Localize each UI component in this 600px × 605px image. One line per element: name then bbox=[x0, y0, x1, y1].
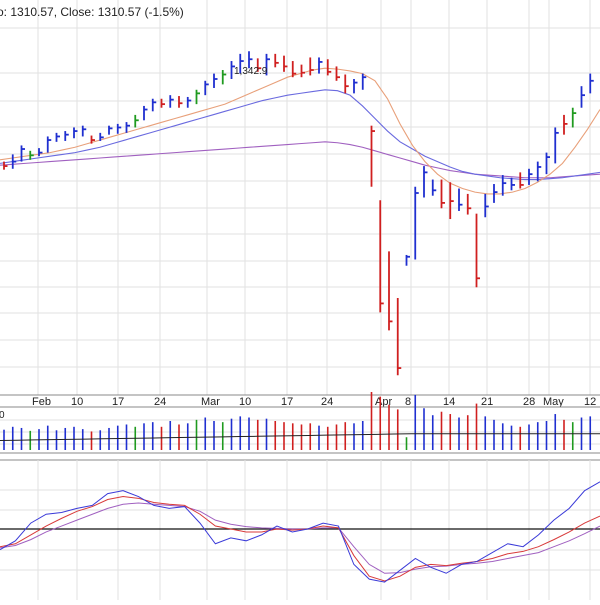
x-tick-label: 12 bbox=[584, 396, 596, 408]
x-tick-label: 10 bbox=[71, 396, 83, 408]
ohlc-bar bbox=[510, 177, 515, 191]
ohlc-bar bbox=[291, 61, 297, 78]
ohlc-bar bbox=[458, 188, 463, 211]
ohlc-bar bbox=[379, 200, 384, 313]
ohlc-bar bbox=[493, 184, 498, 203]
x-tick-label: Feb bbox=[32, 396, 51, 408]
ohlc-bar bbox=[466, 193, 472, 215]
ohlc-bar bbox=[160, 98, 165, 108]
ohlc-bar bbox=[580, 86, 585, 108]
ohlc-bar bbox=[300, 64, 305, 78]
ohlc-bar bbox=[239, 53, 244, 74]
ohlc-bar bbox=[545, 152, 550, 175]
oscillator-red-line bbox=[0, 496, 600, 582]
x-tick-label: 14 bbox=[443, 396, 455, 408]
ohlc-bar bbox=[423, 166, 428, 198]
ohlc-bar bbox=[64, 131, 69, 141]
ohlc-bar bbox=[204, 80, 209, 96]
ohlc-bar bbox=[256, 58, 262, 72]
x-tick-label: 21 bbox=[481, 396, 493, 408]
ohlc-bar bbox=[125, 122, 130, 133]
ohlc-bar bbox=[55, 132, 60, 142]
ohlc-bar bbox=[475, 213, 480, 288]
ohlc-bar bbox=[414, 186, 419, 260]
ohlc-bar bbox=[248, 51, 253, 69]
ohlc-bar bbox=[29, 150, 34, 160]
ohlc-bar bbox=[221, 70, 227, 85]
x-tick-label: 8 bbox=[405, 396, 411, 408]
ohlc-bar bbox=[81, 125, 87, 137]
ohlc-bar bbox=[440, 179, 445, 209]
volume-scale-label: 0 bbox=[0, 410, 5, 421]
ohlc-bar bbox=[116, 123, 122, 134]
ohlc-bar bbox=[318, 57, 323, 74]
ohlc-bar bbox=[134, 114, 139, 128]
x-tick-label: Apr bbox=[375, 396, 392, 408]
high-price-label: 1,342.9 bbox=[234, 66, 268, 77]
x-tick-label: 24 bbox=[321, 396, 333, 408]
ohlc-bar bbox=[353, 79, 358, 94]
ohlc-bar bbox=[405, 254, 410, 266]
ma-long-line bbox=[0, 141, 600, 179]
ohlc-bar bbox=[151, 98, 157, 112]
ohlc-bar bbox=[501, 175, 507, 196]
ohlc-bar bbox=[554, 127, 559, 164]
ohlc-bar bbox=[11, 154, 17, 169]
oscillator-signal-line bbox=[0, 502, 600, 574]
ohlc-bar bbox=[3, 161, 8, 170]
ohlc-bar bbox=[431, 179, 437, 196]
ohlc-bar bbox=[169, 95, 174, 108]
ohlc-bar bbox=[143, 105, 148, 121]
ohlc-bar bbox=[344, 74, 349, 94]
ohlc-bar bbox=[274, 53, 279, 68]
ohlc-bar bbox=[178, 96, 183, 108]
ohlc-bar bbox=[108, 125, 113, 135]
ohlc-bar bbox=[186, 96, 192, 108]
ohlc-bar bbox=[73, 127, 78, 139]
ohlc-bar bbox=[90, 135, 95, 144]
ohlc-bar bbox=[571, 107, 577, 128]
ohlc-bar bbox=[484, 193, 489, 218]
x-tick-label: 17 bbox=[281, 396, 293, 408]
ohlc-bar bbox=[536, 161, 542, 182]
header-ohlc-text: o: 1310.57, Close: 1310.57 (-1.5%) bbox=[0, 5, 184, 19]
ohlc-bar bbox=[309, 57, 314, 76]
x-tick-label: May bbox=[543, 396, 564, 408]
x-tick-label: 10 bbox=[239, 396, 251, 408]
ohlc-bar bbox=[388, 251, 393, 331]
oscillator-blue-line bbox=[0, 481, 600, 583]
ohlc-bar bbox=[99, 132, 104, 141]
ohlc-bar bbox=[213, 73, 218, 88]
x-tick-label: 17 bbox=[112, 396, 124, 408]
ohlc-bar bbox=[46, 136, 52, 153]
x-tick-label: 24 bbox=[154, 396, 166, 408]
ohlc-bar bbox=[38, 148, 43, 157]
ohlc-bar bbox=[449, 182, 454, 220]
ohlc-bar bbox=[195, 89, 200, 105]
ohlc-bar bbox=[589, 73, 594, 94]
volume-panel bbox=[0, 392, 600, 454]
ohlc-bar bbox=[20, 145, 25, 162]
ohlc-bar bbox=[519, 172, 524, 189]
price-panel bbox=[0, 0, 600, 395]
x-tick-label: 28 bbox=[523, 396, 535, 408]
ohlc-bar bbox=[283, 55, 288, 72]
ohlc-bar bbox=[528, 168, 533, 185]
ma-mid-line bbox=[0, 89, 600, 181]
ohlc-bars bbox=[3, 51, 594, 376]
ohlc-bar bbox=[335, 66, 340, 81]
oscillator-panel bbox=[0, 459, 600, 600]
date-axis: Feb 10 17 24 Mar 10 17 24 Apr 8 14 21 28 May 12 bbox=[0, 394, 600, 408]
ohlc-bar bbox=[230, 61, 235, 79]
volume-average-line bbox=[0, 433, 600, 441]
x-tick-label: Mar bbox=[201, 396, 220, 408]
ohlc-bar bbox=[265, 53, 270, 76]
ohlc-bar bbox=[563, 114, 568, 135]
ohlc-bar bbox=[326, 59, 332, 76]
ohlc-bar bbox=[361, 73, 367, 90]
ohlc-bar bbox=[370, 125, 375, 187]
ohlc-bar bbox=[396, 298, 402, 376]
